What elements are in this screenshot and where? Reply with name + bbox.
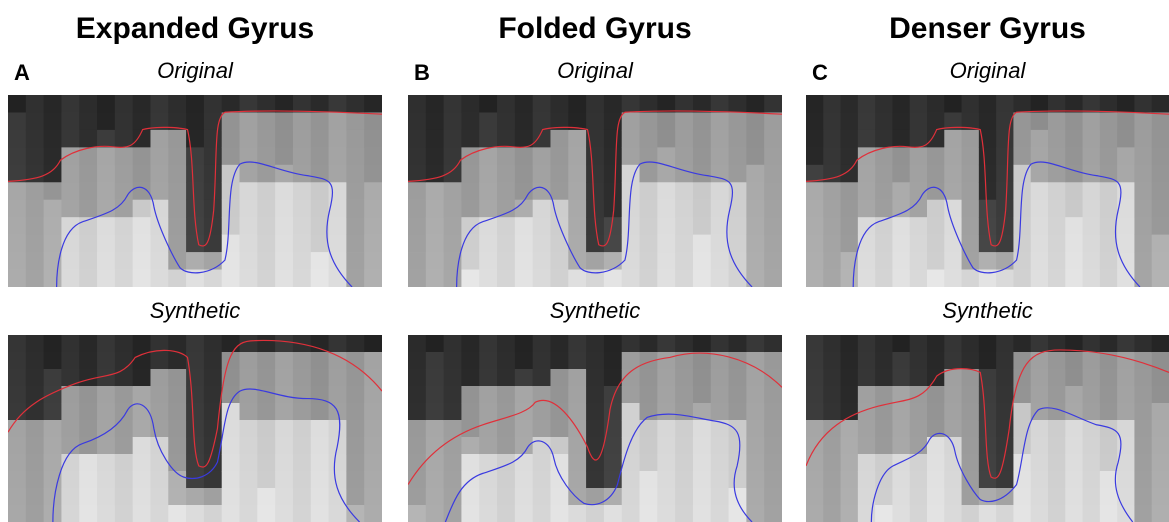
panel-title: Expanded Gyrus	[5, 12, 385, 46]
synthetic-image	[408, 335, 782, 522]
synthetic-label: Synthetic	[798, 298, 1169, 324]
synthetic-image	[8, 335, 382, 522]
synthetic-image	[806, 335, 1169, 522]
original-image	[408, 95, 782, 287]
original-image	[806, 95, 1169, 287]
original-label: Original	[405, 58, 785, 84]
original-image	[8, 95, 382, 287]
panel-title: Folded Gyrus	[405, 12, 785, 46]
panel-title: Denser Gyrus	[798, 12, 1169, 46]
figure: Expanded GyrusAOriginalSyntheticFolded G…	[0, 0, 1169, 522]
original-label: Original	[5, 58, 385, 84]
synthetic-label: Synthetic	[405, 298, 785, 324]
synthetic-label: Synthetic	[5, 298, 385, 324]
original-label: Original	[798, 58, 1169, 84]
